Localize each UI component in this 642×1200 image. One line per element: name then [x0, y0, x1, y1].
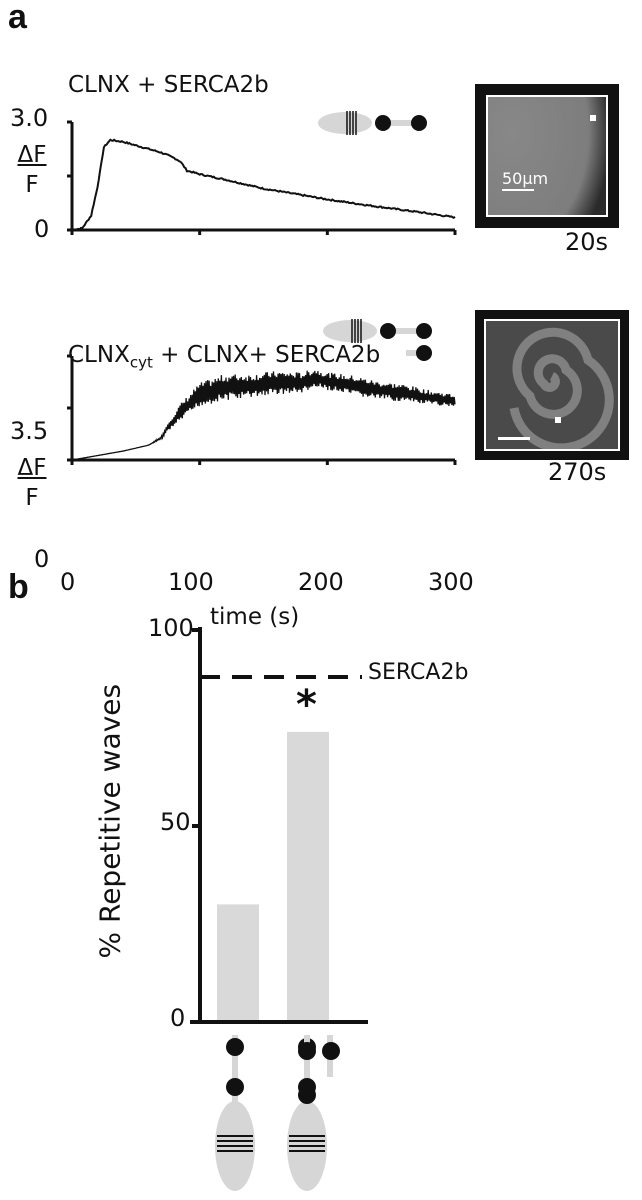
clnx-cyt-construct-icon-domain-dot — [380, 323, 396, 339]
clnx-construct-icon-domain-dot — [375, 115, 391, 131]
bottom-trace-title: CLNXcyt + CLNX+ SERCA2b — [68, 342, 380, 372]
top-ylabel-den: F — [25, 172, 39, 198]
scale-bar — [498, 437, 530, 440]
top-ytick-0: 0 — [34, 215, 50, 243]
clnx-cyt-construct-icon-domain-dot — [416, 323, 432, 339]
clnx-construct-icon-lumenal-domain — [318, 112, 372, 134]
clnx-cyt-construct-icon-lumenal-domain — [323, 320, 377, 342]
scale-bar — [502, 189, 534, 191]
roi-marker — [555, 417, 561, 423]
roi-marker — [590, 115, 596, 121]
cyt-construct-dot — [322, 1042, 340, 1060]
bar-ytick-0: 0 — [170, 1004, 186, 1032]
top-ytick-max: 3.0 — [10, 104, 49, 132]
bottom-ylabel-num: ΔF — [17, 455, 47, 481]
image-frame-20s: 50μm — [475, 84, 619, 228]
clnx-construct-icon-domain-dot — [411, 115, 427, 131]
scale-bar-label: 50μm — [502, 169, 549, 188]
panel-b-letter: b — [8, 568, 29, 606]
panel-a-letter: a — [8, 0, 27, 36]
xtick-200: 200 — [298, 568, 344, 596]
xtick-0: 0 — [60, 568, 76, 596]
bar-1-construct-dot — [298, 1042, 316, 1060]
fluorescence-image-270s — [484, 319, 620, 451]
reference-line-label: SERCA2b — [368, 660, 469, 685]
top-trace-title: CLNX + SERCA2b — [68, 72, 269, 98]
spiral-wave-icon — [509, 327, 614, 449]
x-axis-label: time (s) — [210, 604, 300, 630]
bar-0-construct-icon-dot — [226, 1038, 244, 1056]
bar-1-construct-dot — [298, 1086, 316, 1104]
clnx-cyt-construct-icon-cyt-tail — [406, 350, 422, 356]
image-frame-270s — [475, 310, 629, 460]
fluorescence-image-20s: 50μm — [486, 95, 608, 217]
title-rest: + CLNX+ SERCA2b — [152, 342, 381, 368]
xtick-100: 100 — [168, 568, 214, 596]
clnx-construct-icon-tail — [385, 120, 425, 126]
bottom-trace-series-line — [71, 370, 456, 461]
bottom-ytick-max: 3.5 — [10, 417, 49, 445]
bar-0-construct-icon-tail — [232, 1035, 238, 1110]
clnx-cyt-construct-icon-cyt-dot — [416, 345, 432, 361]
clnx-cyt-construct-icon-tail — [390, 328, 430, 334]
bar-ytick-50: 50 — [160, 808, 191, 836]
bar-1 — [287, 731, 329, 1022]
title-main: CLNX — [68, 342, 130, 368]
bar-0 — [217, 904, 259, 1022]
bottom-ylabel-den: F — [25, 485, 39, 511]
xtick-300: 300 — [428, 568, 474, 596]
title-sub: cyt — [129, 353, 153, 372]
top-trace-series-line — [71, 138, 456, 232]
image-time-20s: 20s — [565, 228, 609, 256]
top-ylabel-num: ΔF — [17, 142, 47, 168]
bottom-ytick-0: 0 — [34, 545, 50, 573]
significance-asterisk: * — [296, 682, 317, 728]
image-time-270s: 270s — [548, 458, 607, 486]
bar-ytick-100: 100 — [148, 614, 194, 642]
bar-1-construct-icon-tail — [304, 1035, 310, 1110]
bar-0-construct-icon-dot — [226, 1078, 244, 1096]
